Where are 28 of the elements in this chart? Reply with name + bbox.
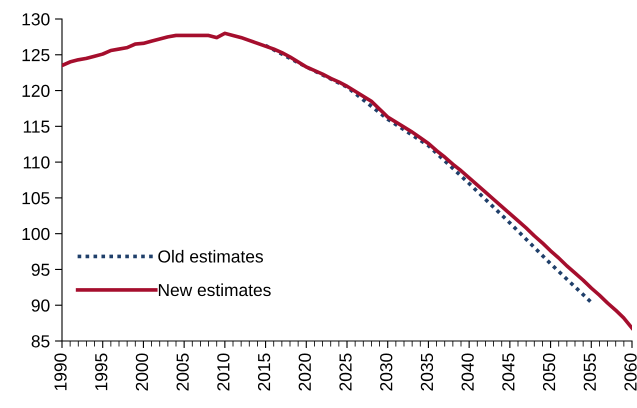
x-tick-label: 2025 [339,354,352,391]
x-tick-label: 2040 [462,353,474,391]
x-tick-label: 2055 [584,354,596,391]
y-tick-label: 95 [32,264,50,276]
x-tick-label: 2015 [258,354,270,391]
x-tick-label: 2020 [298,353,311,391]
x-tick-label: 1995 [95,354,108,390]
y-tick-label: 85 [32,335,50,348]
y-tick-label: 105 [22,192,50,204]
y-tick-label: 125 [22,48,50,62]
legend-label: New estimates [158,283,271,296]
y-tick-label: 90 [32,299,50,312]
x-tick-label: 2005 [176,354,189,391]
x-tick-label: 2050 [542,353,556,391]
x-tick-label: 2035 [420,354,434,391]
x-tick-label: 2030 [380,353,392,391]
y-tick-label: 100 [22,228,50,240]
line-series [62,32,632,330]
x-tick-label: 2045 [502,354,515,391]
y-tick-label: 120 [22,84,50,98]
x-tick-label: 1990 [54,353,67,390]
x-tick-label: 2010 [217,353,230,391]
x-tick-label: 2060 [624,353,637,391]
y-tick-label: 115 [24,120,50,133]
legend-label: Old estimates [158,250,263,263]
y-tick-label: 110 [24,156,50,169]
x-tick-label: 2000 [136,353,148,391]
y-tick-label: 130 [22,13,50,26]
